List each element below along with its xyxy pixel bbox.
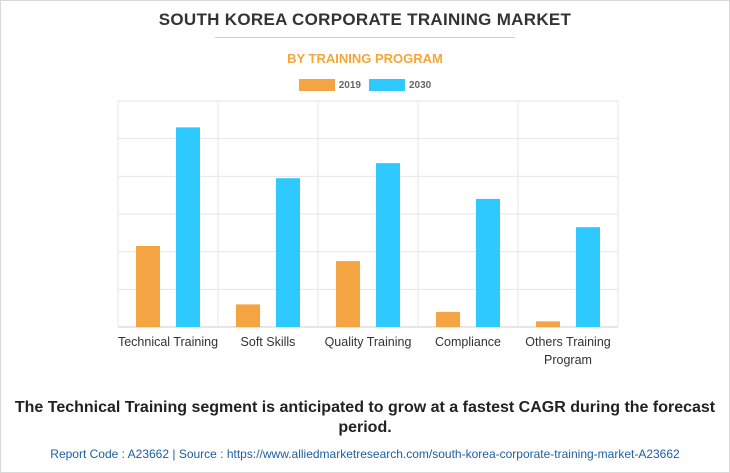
bar-2030-2 <box>376 163 400 327</box>
bar-2030-1 <box>276 178 300 327</box>
chart-subtitle: BY TRAINING PROGRAM <box>287 51 443 66</box>
legend-label-2030: 2030 <box>409 79 432 91</box>
x-tick-label: Soft Skills <box>241 335 296 349</box>
x-tick-label: Compliance <box>435 335 501 349</box>
bar-2030-0 <box>176 127 200 327</box>
bar-2019-0 <box>136 246 160 327</box>
bar-2019-1 <box>236 304 260 327</box>
bar-2019-3 <box>436 311 460 327</box>
legend-swatch-2030 <box>369 79 405 91</box>
bar-2030-3 <box>476 198 500 327</box>
bar-2019-4 <box>536 321 560 327</box>
x-tick-label: Quality Training <box>325 335 412 349</box>
legend-item-2019[interactable]: 2019 <box>298 79 361 91</box>
legend-swatch-2019 <box>298 79 335 91</box>
bar-2030-4 <box>576 227 600 327</box>
chart-caption: The Technical Training segment is antici… <box>14 399 716 436</box>
chart-legend: 2019 2030 <box>0 79 730 91</box>
chart-title: SOUTH KOREA CORPORATE TRAINING MARKET <box>158 10 572 29</box>
bar-2019-2 <box>336 261 360 327</box>
title-divider <box>215 37 515 38</box>
x-tick-label: Others Training <box>525 335 611 349</box>
x-tick-label: Technical Training <box>118 335 218 349</box>
report-source-footer[interactable]: Report Code : A23662 | Source : https://… <box>50 447 680 461</box>
legend-item-2030[interactable]: 2030 <box>369 79 431 91</box>
x-tick-label: Program <box>544 353 592 367</box>
bar-chart: Technical Training Soft Skills Quality Tra… <box>117 100 619 367</box>
legend-label-2019: 2019 <box>338 79 361 91</box>
